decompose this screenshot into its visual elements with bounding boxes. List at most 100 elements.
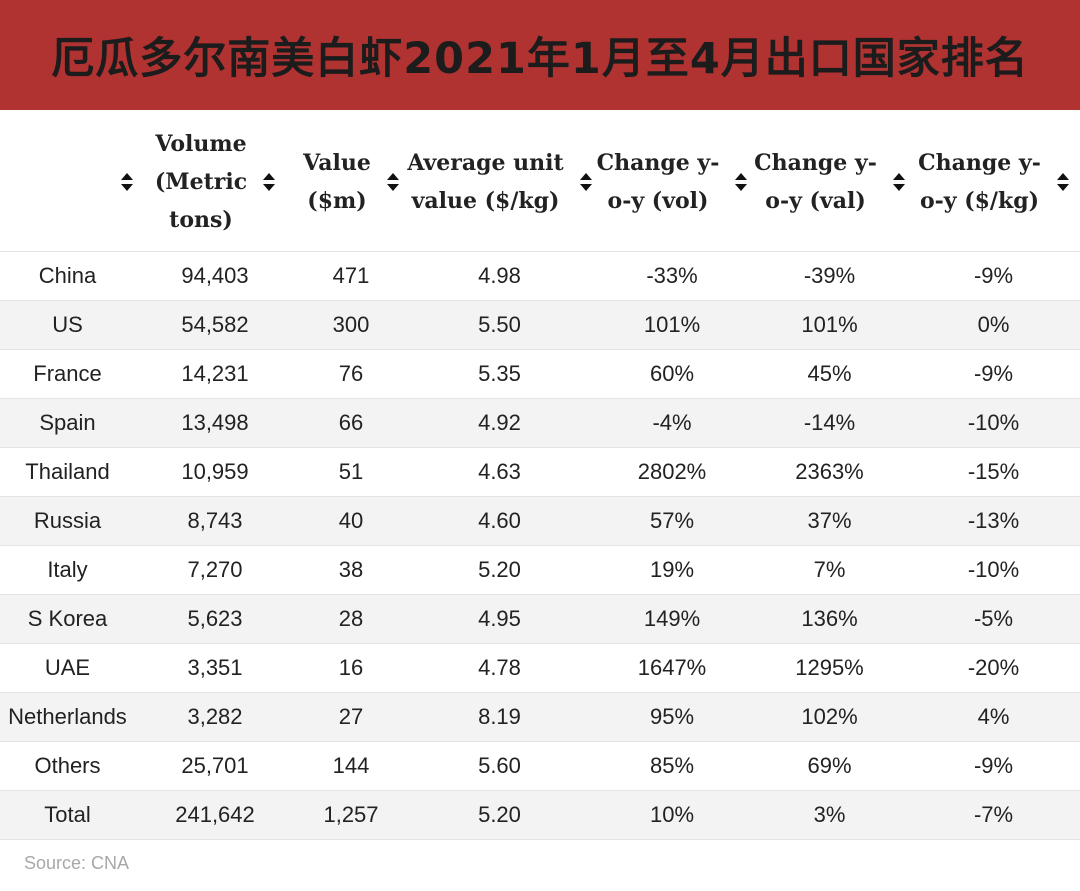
- data-cell: -39%: [752, 251, 907, 301]
- column-header-2[interactable]: Value ($m): [295, 112, 407, 252]
- column-header-line: Change y-: [918, 149, 1041, 176]
- row-label-cell: UAE: [0, 643, 135, 693]
- data-cell: 69%: [752, 741, 907, 791]
- data-cell: 4.92: [407, 398, 592, 448]
- data-cell: 37%: [752, 496, 907, 546]
- column-header-line: Change y-: [596, 149, 720, 176]
- data-cell: 27: [295, 692, 407, 742]
- data-cell: 149%: [592, 594, 752, 644]
- data-cell: 8.19: [407, 692, 592, 742]
- column-header-3[interactable]: Average unit value ($/kg): [407, 112, 592, 252]
- table-row: France 14,231 76 5.35 60% 45% -9%: [0, 349, 1080, 399]
- data-cell: 1,257: [295, 790, 407, 840]
- column-header-wrap: Value ($m): [295, 112, 407, 251]
- data-cell: -14%: [752, 398, 907, 448]
- data-cell: 28: [295, 594, 407, 644]
- data-cell: 5.60: [407, 741, 592, 791]
- column-header-label: Change y-o-y ($/kg): [918, 144, 1041, 220]
- column-header-wrap: Change y-o-y ($/kg): [907, 112, 1080, 251]
- table-row: China 94,403 471 4.98 -33% -39% -9%: [0, 251, 1080, 301]
- table-body: China 94,403 471 4.98 -33% -39% -9% US 54,582 300…: [0, 251, 1080, 840]
- row-label-cell: Italy: [0, 545, 135, 595]
- data-cell: 4.60: [407, 496, 592, 546]
- row-label-cell: Spain: [0, 398, 135, 448]
- column-header-wrap: [0, 112, 135, 251]
- row-label-cell: Total: [0, 790, 135, 840]
- data-cell: 4.95: [407, 594, 592, 644]
- sort-icon[interactable]: [579, 172, 592, 191]
- data-cell: 0%: [907, 300, 1080, 350]
- sort-icon[interactable]: [386, 172, 399, 191]
- data-cell: 51: [295, 447, 407, 497]
- column-header-1[interactable]: Volume (Metric tons): [135, 112, 295, 252]
- data-cell: -13%: [907, 496, 1080, 546]
- table-row: Others 25,701 144 5.60 85% 69% -9%: [0, 741, 1080, 791]
- table-row: Total 241,642 1,257 5.20 10% 3% -7%: [0, 790, 1080, 840]
- column-header-line: Volume: [155, 130, 247, 157]
- data-cell: 300: [295, 300, 407, 350]
- table-row: UAE 3,351 16 4.78 1647% 1295% -20%: [0, 643, 1080, 693]
- sort-icon[interactable]: [1056, 172, 1069, 191]
- column-header-wrap: Change y-o-y (vol): [592, 112, 752, 251]
- data-cell: 38: [295, 545, 407, 595]
- data-cell: 5,623: [135, 594, 295, 644]
- data-cell: 2802%: [592, 447, 752, 497]
- data-cell: -33%: [592, 251, 752, 301]
- data-cell: 136%: [752, 594, 907, 644]
- data-cell: 4.78: [407, 643, 592, 693]
- table-row: Netherlands 3,282 27 8.19 95% 102% 4%: [0, 692, 1080, 742]
- column-header-label: Average unit value ($/kg): [407, 144, 563, 220]
- data-cell: -15%: [907, 447, 1080, 497]
- data-cell: 45%: [752, 349, 907, 399]
- column-header-wrap: Change y-o-y (val): [752, 112, 907, 251]
- row-label-cell: Thailand: [0, 447, 135, 497]
- row-label-cell: Russia: [0, 496, 135, 546]
- column-header-wrap: Average unit value ($/kg): [407, 112, 592, 251]
- sort-icon[interactable]: [892, 172, 905, 191]
- data-cell: 95%: [592, 692, 752, 742]
- data-cell: -5%: [907, 594, 1080, 644]
- sort-icon[interactable]: [263, 172, 276, 191]
- column-header-line: o-y (val): [765, 187, 866, 214]
- data-cell: 76: [295, 349, 407, 399]
- data-cell: 66: [295, 398, 407, 448]
- data-cell: -9%: [907, 251, 1080, 301]
- column-header-5[interactable]: Change y-o-y (val): [752, 112, 907, 252]
- data-cell: 1647%: [592, 643, 752, 693]
- column-header-line: (Metric: [154, 168, 248, 195]
- sort-icon[interactable]: [735, 172, 748, 191]
- data-cell: 94,403: [135, 251, 295, 301]
- column-header-6[interactable]: Change y-o-y ($/kg): [907, 112, 1080, 252]
- header-row: Volume (Metric tons) Value ($m) Average unit v…: [0, 112, 1080, 252]
- column-header-label: Value ($m): [303, 144, 371, 220]
- data-cell: 14,231: [135, 349, 295, 399]
- data-cell: 1295%: [752, 643, 907, 693]
- title-banner: 厄瓜多尔南美白虾2021年1月至4月出口国家排名: [0, 0, 1080, 110]
- data-cell: 57%: [592, 496, 752, 546]
- data-cell: 3,282: [135, 692, 295, 742]
- row-label-cell: Netherlands: [0, 692, 135, 742]
- column-header-line: tons): [169, 206, 233, 233]
- sort-icon[interactable]: [121, 172, 133, 191]
- column-header-4[interactable]: Change y-o-y (vol): [592, 112, 752, 252]
- row-label-cell: France: [0, 349, 135, 399]
- column-header-label: Change y-o-y (vol): [597, 144, 720, 220]
- data-cell: 102%: [752, 692, 907, 742]
- data-cell: 8,743: [135, 496, 295, 546]
- column-header-0[interactable]: [0, 112, 135, 252]
- data-cell: 144: [295, 741, 407, 791]
- data-cell: 13,498: [135, 398, 295, 448]
- data-cell: 7%: [752, 545, 907, 595]
- column-header-line: Average unit: [407, 149, 564, 176]
- column-header-line: value ($/kg): [411, 187, 560, 214]
- column-header-line: o-y ($/kg): [919, 187, 1040, 214]
- data-cell: 16: [295, 643, 407, 693]
- data-cell: 85%: [592, 741, 752, 791]
- table-row: US 54,582 300 5.50 101% 101% 0%: [0, 300, 1080, 350]
- data-cell: 2363%: [752, 447, 907, 497]
- data-cell: 4.98: [407, 251, 592, 301]
- data-cell: 4.63: [407, 447, 592, 497]
- row-label-cell: China: [0, 251, 135, 301]
- data-cell: 5.35: [407, 349, 592, 399]
- column-header-line: o-y (vol): [607, 187, 709, 214]
